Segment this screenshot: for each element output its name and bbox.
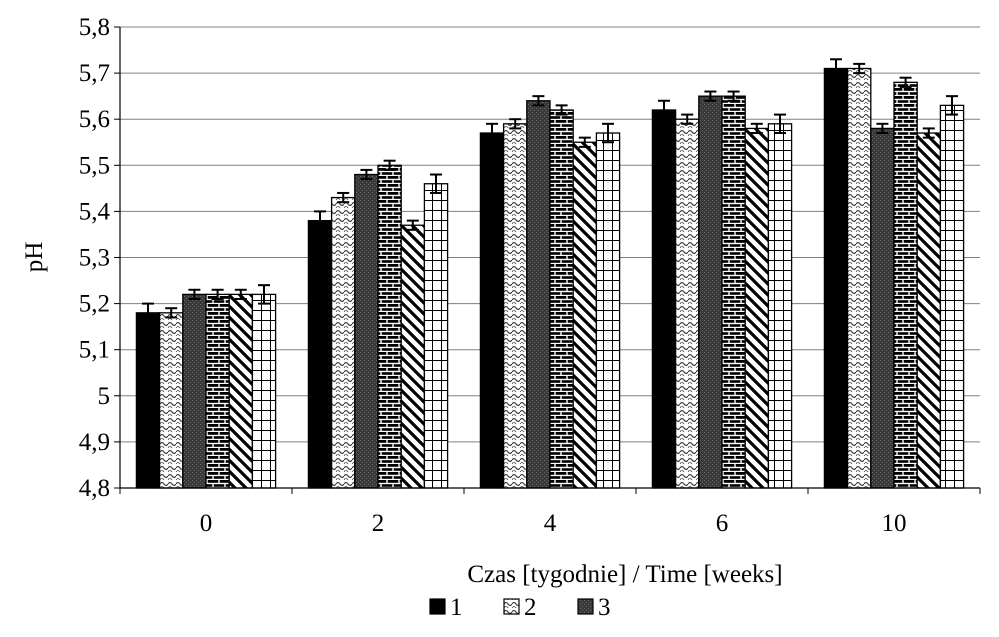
bar [502,123,528,489]
legend-label: 1 [450,594,463,621]
bar [651,109,677,489]
y-tick-label: 4,8 [79,475,110,502]
y-axis-title: pH [21,242,48,273]
y-tick-label: 5,5 [79,152,110,179]
legend-swatch [503,598,520,615]
y-tick-label: 5,3 [79,245,110,272]
y-tick-label: 4,9 [79,429,110,456]
bar [330,196,356,489]
bar [479,132,505,489]
bar [767,123,793,489]
bar [182,293,207,489]
bar [893,81,918,489]
bar [595,132,621,489]
bar [526,100,551,489]
legend: 1 2 3 [429,594,611,621]
legend-label: 3 [598,594,611,621]
bar [205,293,230,489]
x-tick-label: 6 [716,510,729,537]
bar [674,118,700,489]
bar [698,95,723,489]
bar [744,127,770,489]
bar [870,127,895,489]
x-tick-label: 4 [544,510,557,537]
bar [251,293,277,489]
bar [823,67,849,489]
y-tick-label: 5,1 [79,337,110,364]
bars-layer [135,58,965,489]
bar [549,109,574,489]
y-tick-label: 5,7 [79,60,110,87]
bar [846,67,872,489]
bar [939,104,965,489]
x-tick-label: 10 [882,510,907,537]
bar [228,293,254,489]
bar [135,312,161,489]
x-tick-label: 0 [200,510,213,537]
bar [400,224,426,489]
bar [377,164,402,489]
x-tick-label: 2 [372,510,385,537]
legend-swatch [429,598,446,615]
bar [721,95,746,489]
bar [307,219,333,489]
y-tick-label: 5,6 [79,106,110,133]
legend-label: 2 [524,594,537,621]
legend-swatch [577,598,594,615]
bar [354,173,379,489]
y-tick-label: 5,4 [79,198,111,225]
axes-layer: 4,8 4,9 5 5,1 5,2 5,3 5,4 5,5 5,6 5,7 5,8 0 2 4 6 10 [79,14,981,537]
y-tick-label: 5,2 [79,291,110,318]
y-tick-label: 5 [98,383,111,410]
y-tick-label: 5,8 [79,14,110,41]
bar [916,132,942,489]
x-axis-title: Czas [tygodnie] / Time [weeks] [467,561,782,588]
bar [572,141,598,489]
bar [158,312,184,489]
bar [423,183,449,489]
